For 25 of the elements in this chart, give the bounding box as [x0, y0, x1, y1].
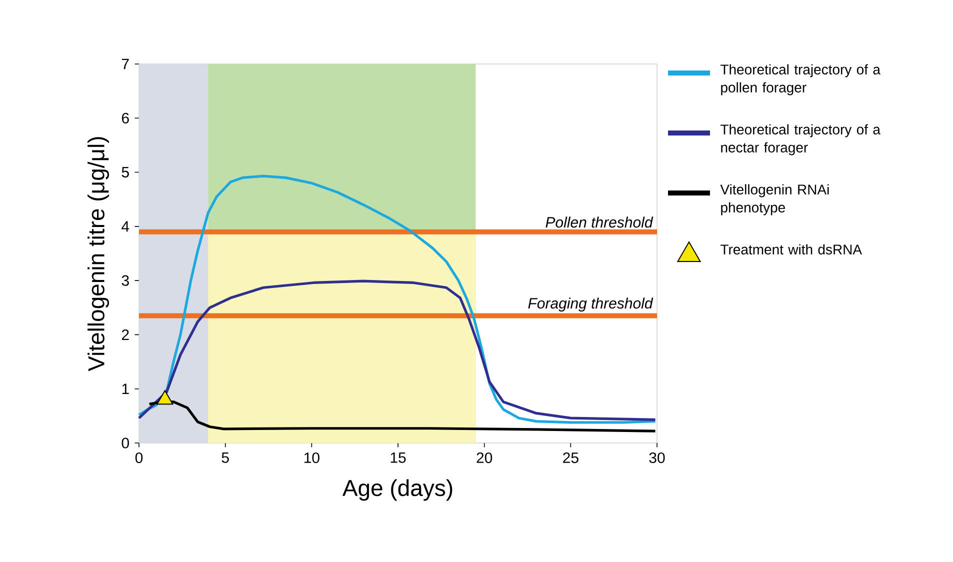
y-axis-title: Vitellogenin titre (μg/μl) — [88, 137, 110, 372]
y-tick-label: 2 — [122, 329, 129, 340]
y-tick-label: 6 — [122, 112, 129, 124]
y-tick-label: 3 — [122, 275, 129, 286]
ref-line-label: Foraging threshold — [528, 298, 654, 312]
legend-label: Theoretical trajectory of a pollen forager — [720, 64, 880, 96]
y-tick-label: 0 — [122, 438, 129, 448]
line-series — [138, 174, 657, 424]
x-tick-label: 0 — [135, 452, 143, 464]
legend-label: Vitellogenin RNAi phenotype — [720, 184, 829, 216]
line-series — [138, 280, 657, 422]
y-tick-label: 5 — [122, 167, 129, 178]
legend-label: Theoretical trajectory of a nectar forager — [720, 124, 880, 156]
x-tick-label: 10 — [304, 452, 320, 464]
x-tick-label: 15 — [390, 452, 406, 463]
y-tick-label: 4 — [122, 221, 130, 232]
y-tick-label: 1 — [122, 384, 129, 394]
x-tick-label: 30 — [649, 452, 665, 464]
ref-line-label: Pollen threshold — [546, 216, 654, 228]
x-tick-label: 5 — [222, 452, 229, 463]
x-tick-label: 25 — [563, 452, 578, 464]
legend-label: Treatment with dsRNA — [720, 244, 862, 254]
x-tick-label: 20 — [476, 452, 492, 464]
x-axis-title: Age (days) — [342, 479, 452, 501]
y-tick-label: 7 — [122, 58, 129, 70]
